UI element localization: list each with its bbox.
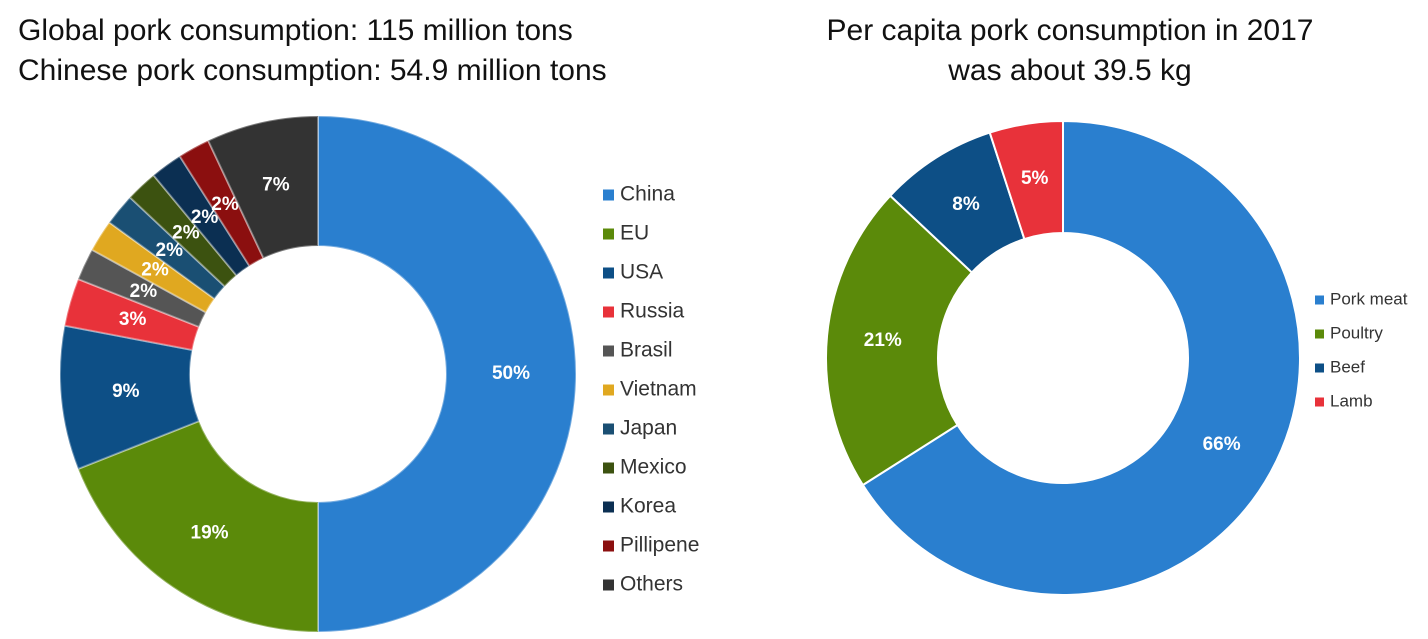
legend-swatch: [603, 267, 614, 279]
legend-label: Vietnam: [620, 378, 697, 401]
data-label: 2%: [191, 207, 219, 228]
donut-slice: [63, 277, 201, 352]
legend-label: EU: [620, 222, 649, 245]
donut-slice: [206, 114, 319, 260]
legend-label: Korea: [620, 495, 676, 518]
legend-swatch: [1315, 363, 1324, 373]
data-label: 2%: [172, 222, 200, 243]
legend-label: Mexico: [620, 456, 687, 479]
data-label: 7%: [262, 175, 290, 196]
data-label: 21%: [864, 330, 902, 351]
legend-swatch: [1315, 397, 1324, 407]
legend-swatch: [603, 384, 614, 396]
donut-slice: [107, 195, 227, 301]
data-label: 5%: [1021, 168, 1049, 189]
donut-slice: [59, 324, 201, 471]
chart-title: was about 39.5 kg: [947, 54, 1192, 87]
legend-swatch: [603, 189, 614, 201]
legend-label: USA: [620, 261, 663, 284]
legend-swatch: [603, 345, 614, 357]
legend-swatch: [1315, 295, 1324, 305]
data-label: 50%: [492, 363, 530, 384]
donut-slice: [178, 139, 265, 268]
legend-label: Beef: [1330, 357, 1365, 376]
donut-slice: [317, 114, 577, 634]
legend-label: China: [620, 183, 675, 206]
data-label: 2%: [156, 240, 184, 261]
legend-swatch: [603, 462, 614, 474]
legend-swatch: [603, 540, 614, 552]
legend-label: Pillipene: [620, 534, 699, 557]
legend-swatch: [603, 228, 614, 240]
donut-slice: [988, 119, 1064, 241]
chart-title: Global pork consumption: 115 million ton…: [18, 14, 573, 47]
legend-label: Russia: [620, 300, 685, 323]
legend-swatch: [603, 306, 614, 318]
data-label: 19%: [191, 523, 229, 544]
data-label: 9%: [112, 381, 140, 402]
chart-title: Chinese pork consumption: 54.9 million t…: [18, 54, 607, 87]
legend-swatch: [603, 579, 614, 591]
legend-label: Japan: [620, 417, 677, 440]
legend-label: Lamb: [1330, 391, 1373, 410]
legend-swatch: [1315, 329, 1324, 339]
legend-label: Poultry: [1330, 323, 1383, 342]
donut-slice: [825, 194, 974, 487]
donut-slice: [76, 248, 208, 329]
chart-title: Per capita pork consumption in 2017: [827, 14, 1314, 47]
data-label: 2%: [211, 194, 239, 215]
data-label: 66%: [1203, 434, 1241, 455]
donut-slice: [76, 419, 319, 634]
data-label: 2%: [130, 281, 158, 302]
legend-label: Pork meat: [1330, 289, 1408, 308]
legend-swatch: [603, 423, 614, 435]
donut-slice: [861, 119, 1301, 596]
data-label: 3%: [119, 309, 147, 330]
data-label: 8%: [952, 194, 980, 215]
legend-label: Others: [620, 573, 683, 596]
legend-swatch: [603, 501, 614, 513]
legend-label: Brasil: [620, 339, 673, 362]
data-label: 2%: [141, 260, 169, 281]
